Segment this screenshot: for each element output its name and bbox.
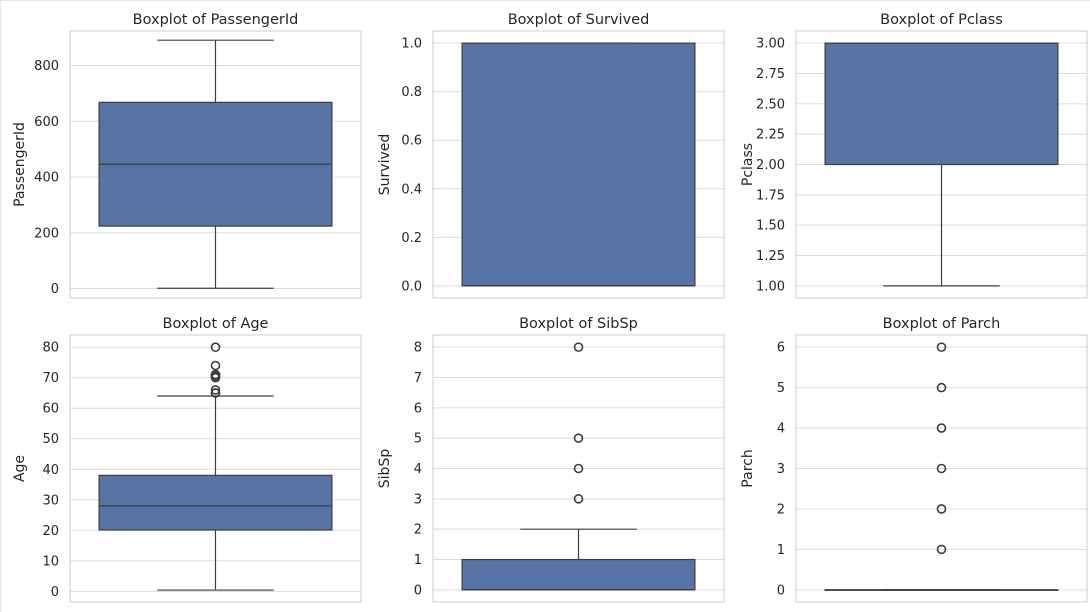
y-tick-label: 4 [414,462,422,477]
iqr-box [824,42,1059,166]
outlier-point [210,385,221,395]
y-tick-label: 20 [42,524,59,539]
y-tick-label: 50 [42,432,59,447]
y-tick-label: 0.0 [401,279,422,294]
axes-frame [69,334,362,603]
chart-panel: 0 1 2 3 4 5 6 Parch Boxplot of Parch [740,316,1088,603]
panel-title: Boxplot of Age [163,316,269,332]
y-tick-label: 4 [777,422,785,437]
axes-frame [432,334,725,603]
y-tick-label: 6 [777,341,785,356]
outlier-point [936,504,947,514]
y-tick-label: 1.00 [756,279,785,294]
y-axis-label: SibSp [377,449,393,489]
y-tick-labels: 1.00 1.25 1.50 1.75 2.00 2.25 2.50 2.75 3.00 [756,37,785,295]
y-axis-label: Pclass [740,143,756,186]
y-tick-label: 0.6 [401,134,422,149]
y-tick-label: 600 [34,115,59,130]
panel-title: Boxplot of SibSp [519,316,638,332]
y-tick-label: 2.75 [756,67,785,82]
y-tick-label: 0 [51,585,59,600]
y-tick-label: 6 [414,401,422,416]
outlier-point [573,494,584,504]
y-tick-label: 40 [42,463,59,478]
panel-title: Boxplot of Pclass [880,12,1003,28]
y-tick-label: 60 [42,402,59,417]
iqr-box [98,474,333,531]
outlier-point [573,342,584,352]
axes-frame [69,30,362,299]
iqr-box [461,558,696,591]
iqr-box [461,42,696,287]
y-tick-label: 1.50 [756,219,785,234]
panel-title: Boxplot of Survived [508,12,650,28]
y-tick-label: 2.25 [756,128,785,143]
y-tick-label: 2 [777,502,785,517]
y-tick-labels: 0 200 400 600 800 [34,59,59,297]
y-tick-label: 1.25 [756,249,785,264]
y-tick-label: 0 [414,583,422,598]
y-tick-label: 0 [51,282,59,297]
y-tick-label: 0.8 [401,85,422,100]
panel-title: Boxplot of PassengerId [133,12,299,28]
outlier-point [936,423,947,433]
y-tick-label: 80 [42,341,59,356]
y-tick-labels: 0 1 2 3 4 5 6 7 8 [414,341,422,599]
y-tick-label: 3.00 [756,37,785,52]
y-axis-label: Parch [740,449,756,487]
chart-panel: 0 10 20 30 40 50 60 70 80 Age Boxplot of Age [12,316,362,603]
y-axis-label: PassengerId [12,122,28,207]
y-tick-label: 7 [414,371,422,386]
outlier-point [936,544,947,555]
axes-frame [795,334,1088,603]
y-tick-label: 3 [777,462,785,477]
y-tick-label: 200 [34,226,59,241]
outlier-point [210,369,221,380]
y-tick-label: 8 [414,341,422,356]
y-tick-label: 70 [42,371,59,386]
y-tick-labels: 0 1 2 3 4 5 6 [777,341,785,599]
y-axis-label: Age [12,455,28,482]
y-tick-label: 800 [34,59,59,74]
y-tick-label: 2.50 [756,97,785,112]
outlier-point [936,463,947,474]
y-tick-labels: 0.0 0.2 0.4 0.6 0.8 1.0 [401,37,422,295]
y-tick-label: 30 [42,493,59,508]
outlier-point [210,388,221,398]
outlier-point [573,433,584,443]
outlier-point [936,342,947,352]
y-tick-label: 3 [414,492,422,507]
outlier-point [210,342,221,353]
y-tick-label: 1 [777,543,785,558]
chart-panel: 1.00 1.25 1.50 1.75 2.00 2.25 2.50 2.75 3.00 Pcla… [740,12,1088,299]
panel-title: Boxplot of Parch [883,316,1001,332]
y-tick-label: 10 [42,554,59,569]
y-tick-label: 5 [414,432,422,447]
chart-panel: 0.0 0.2 0.4 0.6 0.8 1.0 Survived Boxplot of Sur… [377,12,725,299]
axes-frame [432,30,725,299]
y-tick-label: 0.2 [401,231,422,246]
y-tick-label: 0.4 [401,182,422,197]
y-tick-label: 2.00 [756,158,785,173]
chart-panel: 0 200 400 600 800 PassengerId Boxplot of Passe… [12,12,362,299]
y-tick-label: 5 [777,381,785,396]
y-tick-label: 1 [414,553,422,568]
chart-panel: 0 1 2 3 4 5 6 7 8 SibSp Boxplot of SibSp [377,316,725,603]
y-tick-label: 2 [414,523,422,538]
y-tick-label: 1.0 [401,37,422,52]
outlier-point [210,360,221,371]
y-axis-label: Survived [377,134,393,195]
y-tick-label: 1.75 [756,188,785,203]
axes-frame [795,30,1088,299]
y-tick-label: 0 [777,583,785,598]
y-tick-labels: 0 10 20 30 40 50 60 70 80 [42,341,59,600]
outlier-point [936,382,947,393]
y-tick-label: 400 [34,171,59,186]
outlier-point [573,463,584,474]
